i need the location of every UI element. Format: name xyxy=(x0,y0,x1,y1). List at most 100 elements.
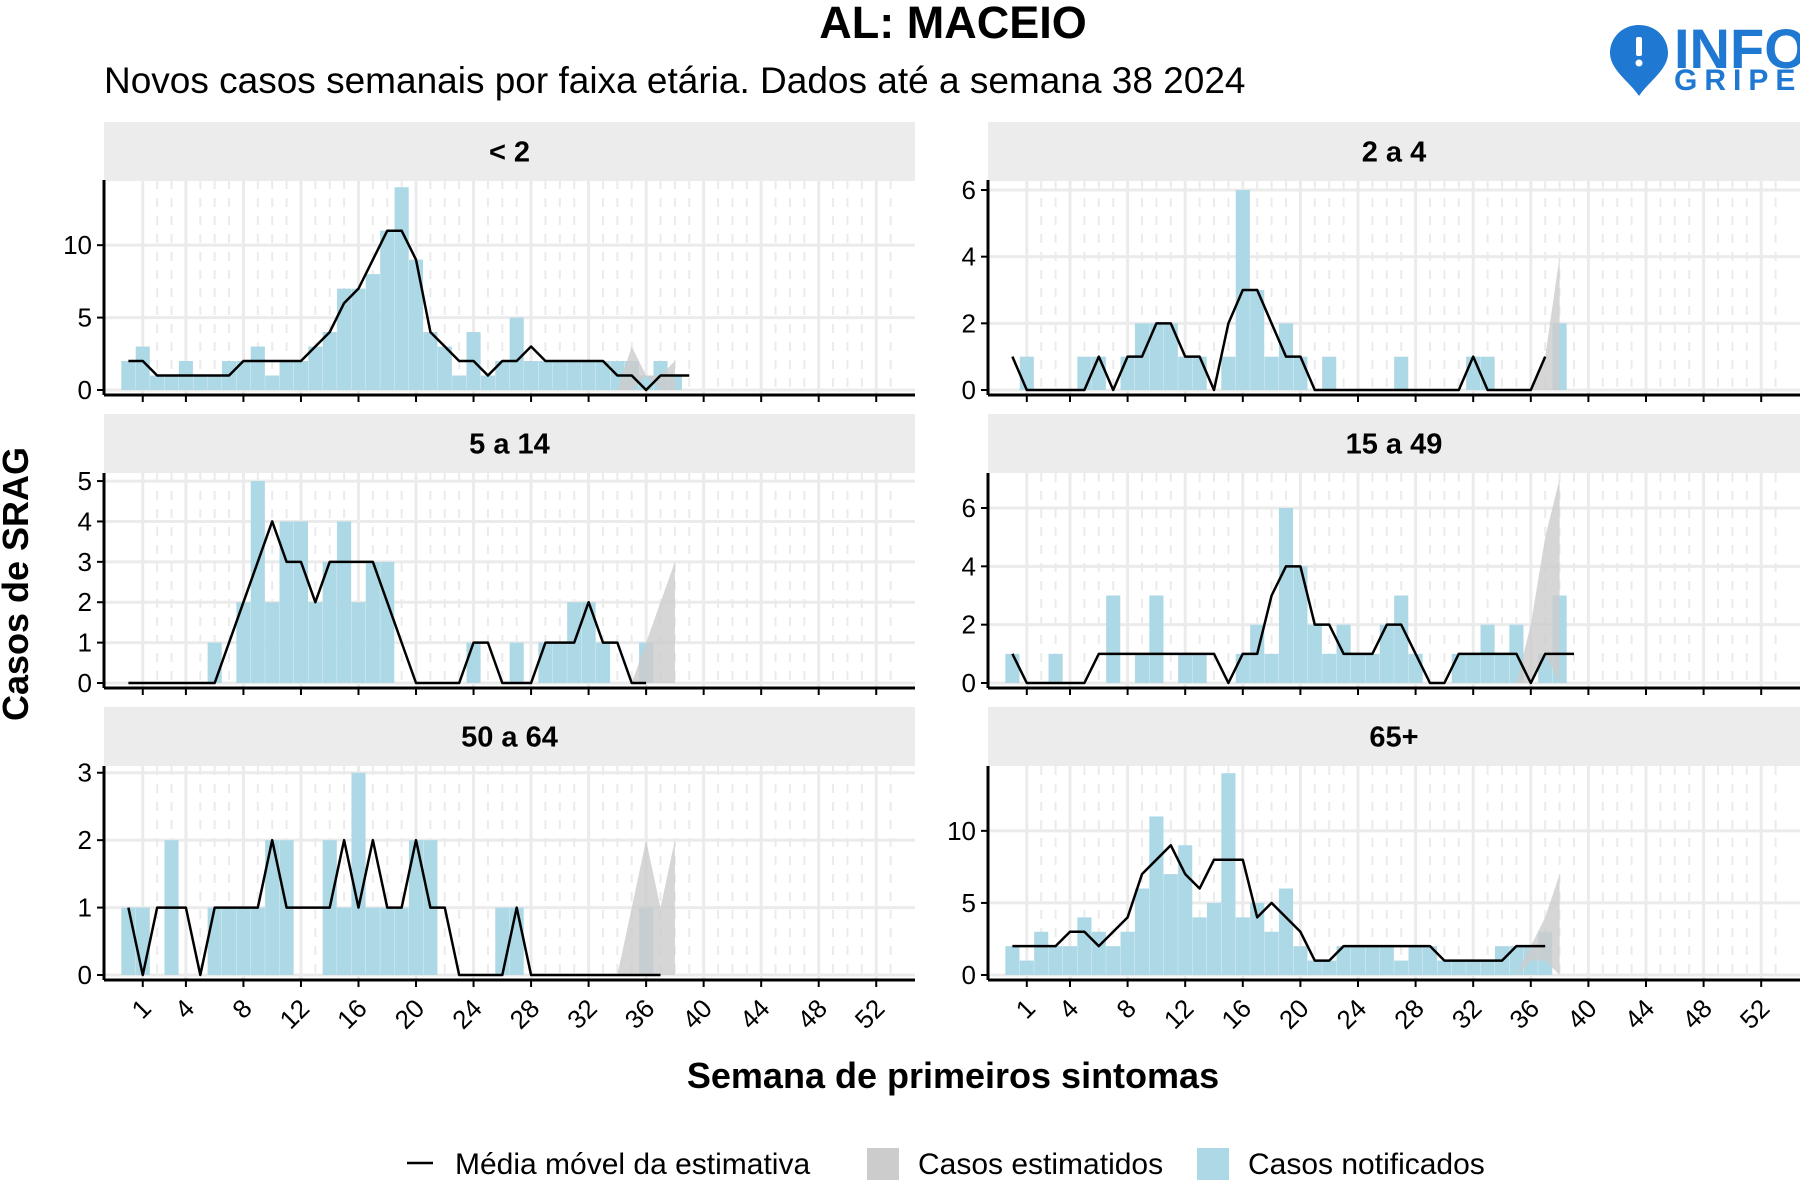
estimate-band xyxy=(1516,478,1560,683)
estimate-band xyxy=(617,840,675,975)
bar-notified xyxy=(308,602,323,683)
moving-average-line xyxy=(1011,288,1547,392)
bar-notified xyxy=(150,375,165,390)
y-tick-label: 2 xyxy=(78,825,92,855)
x-tick-label: 16 xyxy=(1215,993,1257,1035)
bar-notified xyxy=(1336,946,1351,975)
bar-notified xyxy=(509,642,524,683)
bar-notified xyxy=(1062,946,1078,975)
bar-notified xyxy=(1365,946,1380,975)
bar-notified xyxy=(1192,917,1207,975)
bar-notified xyxy=(121,361,136,390)
y-tick-label: 0 xyxy=(962,375,976,405)
facet-strip xyxy=(988,707,1800,766)
bar-notified xyxy=(365,907,380,975)
x-axis-label: Semana de primeiros sintomas xyxy=(687,1055,1219,1096)
bar-notified xyxy=(394,187,409,390)
bar-notified xyxy=(408,259,424,390)
bar-notified xyxy=(1005,653,1020,683)
moving-average-line xyxy=(128,229,690,392)
bar-notified xyxy=(1278,888,1294,975)
bar-notified xyxy=(164,375,179,390)
bar-notified xyxy=(495,361,510,390)
x-tick-label: 28 xyxy=(1388,993,1430,1035)
bar-notified xyxy=(595,642,611,683)
x-tick-label: 36 xyxy=(1503,993,1545,1035)
legend-label-notified: Casos notificados xyxy=(1248,1148,1485,1181)
bar-notified xyxy=(394,907,409,975)
bar-notified xyxy=(1034,931,1049,975)
x-tick-label: 20 xyxy=(389,993,431,1035)
moving-average-line xyxy=(1011,565,1574,685)
y-tick-label: 3 xyxy=(78,547,92,577)
bar-notified xyxy=(1509,946,1524,975)
x-tick-label: 12 xyxy=(1158,993,1200,1035)
bar-notified xyxy=(1422,946,1438,975)
logo-text-info: INFO xyxy=(1674,17,1800,80)
bar-notified xyxy=(1394,960,1409,975)
bar-notified xyxy=(509,317,524,390)
y-tick-label: 6 xyxy=(962,175,976,205)
bar-notified xyxy=(538,642,553,683)
bar-notified xyxy=(380,561,395,683)
bar-notified xyxy=(567,361,582,390)
estimate-band xyxy=(1516,874,1560,975)
bar-notified xyxy=(1019,356,1034,390)
facet-strip xyxy=(104,707,915,766)
bar-notified xyxy=(1466,356,1481,390)
bar-notified xyxy=(1480,960,1495,975)
bar-notified xyxy=(1120,931,1135,975)
bar-notified xyxy=(1048,653,1063,683)
bar-notified xyxy=(351,288,366,390)
bar-notified xyxy=(1091,356,1106,390)
bar-notified xyxy=(1322,653,1337,683)
bar-notified xyxy=(337,907,352,975)
y-tick-label: 0 xyxy=(78,375,92,405)
bar-notified xyxy=(1192,356,1207,390)
bar-notified xyxy=(1322,356,1337,390)
bar-notified xyxy=(1178,653,1193,683)
x-tick-label: 16 xyxy=(331,993,373,1035)
bar-notified xyxy=(308,346,323,390)
bar-notified xyxy=(1307,960,1322,975)
bar-notified xyxy=(322,332,337,390)
facet-panel: 5 a 14 0 1 2 3 4 5 xyxy=(78,414,915,698)
y-tick-label: 0 xyxy=(962,960,976,990)
bar-notified xyxy=(279,361,294,390)
bar-notified xyxy=(552,642,567,683)
bar-notified xyxy=(1192,653,1207,683)
x-tick-label: 4 xyxy=(169,993,200,1024)
bar-notified xyxy=(236,361,251,390)
bar-notified xyxy=(1178,356,1193,390)
bar-notified xyxy=(1307,624,1322,683)
bar-notified xyxy=(135,907,150,975)
bar-notified xyxy=(193,375,208,390)
bar-notified xyxy=(437,346,452,390)
x-tick-label: 1 xyxy=(1010,993,1041,1024)
bar-notified xyxy=(337,288,352,390)
y-tick-label: 3 xyxy=(78,758,92,788)
bar-notified xyxy=(265,840,280,975)
bar-notified xyxy=(1264,356,1279,390)
bar-notified xyxy=(1365,653,1380,683)
bar-notified xyxy=(1221,773,1236,975)
x-tick-label: 52 xyxy=(849,993,891,1035)
bar-notified xyxy=(552,361,567,390)
x-tick-label: 12 xyxy=(274,993,316,1035)
bar-notified xyxy=(1250,902,1265,975)
x-tick-label: 20 xyxy=(1273,993,1315,1035)
bar-notified xyxy=(538,361,553,390)
bar-notified xyxy=(1134,888,1150,975)
bar-notified xyxy=(1379,946,1394,975)
bar-notified xyxy=(1293,566,1308,683)
x-tick-label: 44 xyxy=(1619,993,1661,1035)
bar-notified xyxy=(351,602,366,683)
x-tick-label: 8 xyxy=(226,993,257,1024)
y-tick-label: 2 xyxy=(78,587,92,617)
bar-notified xyxy=(250,346,265,390)
y-tick-label: 6 xyxy=(962,493,976,523)
moving-average-line xyxy=(1012,844,1546,962)
bar-notified xyxy=(1048,946,1063,975)
